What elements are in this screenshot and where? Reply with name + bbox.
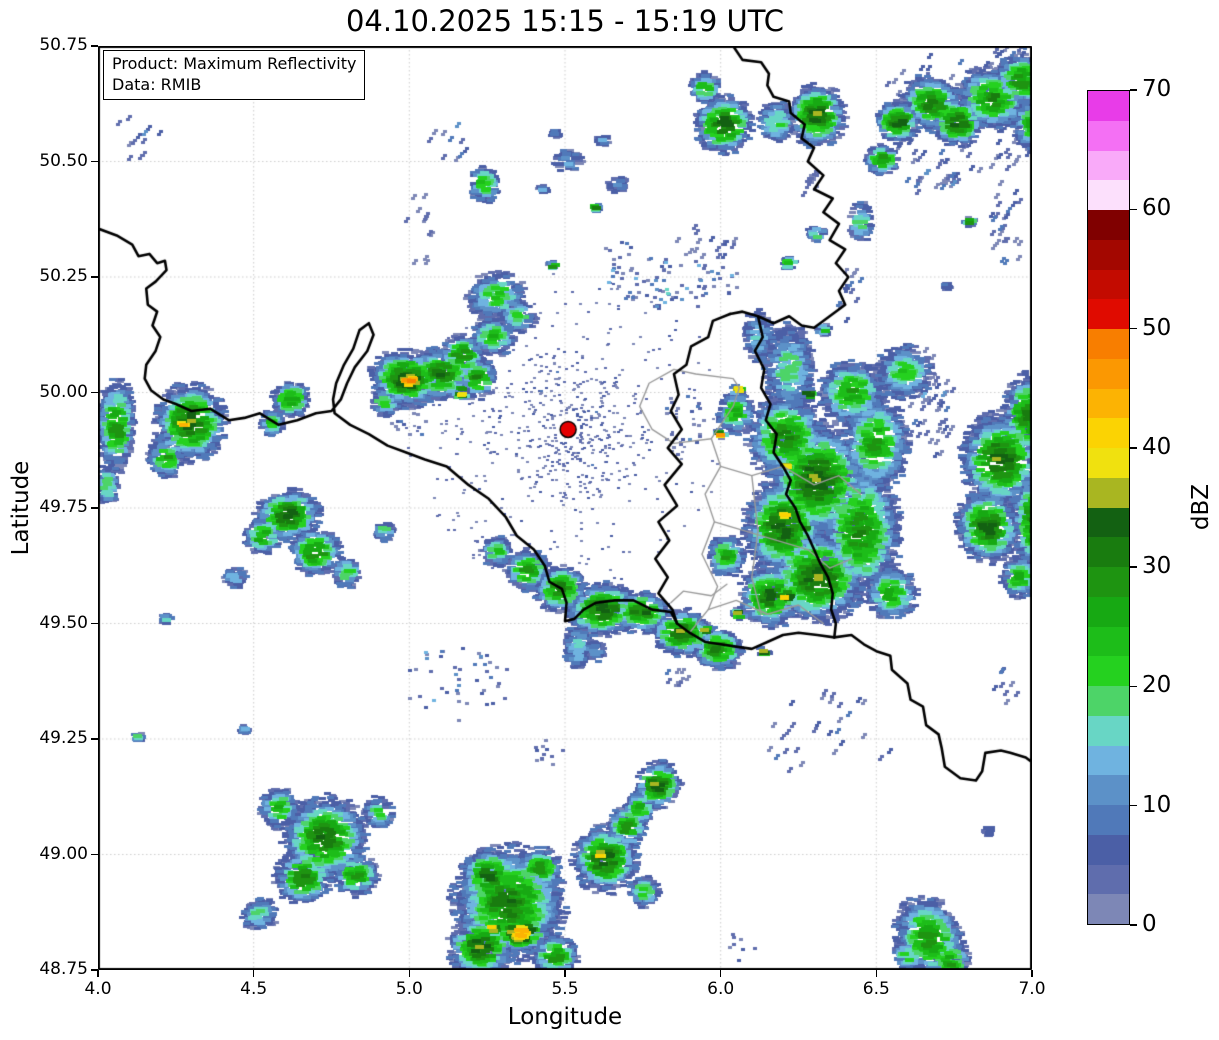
page-title: 04.10.2025 15:15 - 15:19 UTC xyxy=(345,4,785,38)
y-tick-mark xyxy=(91,391,98,394)
x-tick-mark xyxy=(564,970,566,977)
info-box: Product: Maximum Reflectivity Data: RMIB xyxy=(103,50,366,101)
x-tick-label: 5.5 xyxy=(551,979,579,999)
colorbar-tick-mark xyxy=(1130,685,1137,688)
colorbar-step xyxy=(1088,715,1129,746)
colorbar-step xyxy=(1088,239,1129,270)
colorbar-label: dBZ xyxy=(1188,483,1214,531)
colorbar-step xyxy=(1088,91,1129,121)
colorbar-step xyxy=(1088,775,1129,805)
colorbar-tick-label: 40 xyxy=(1142,433,1172,460)
colorbar-step xyxy=(1088,626,1129,657)
info-product-line: Product: Maximum Reflectivity xyxy=(112,54,357,73)
y-tick-mark xyxy=(91,507,98,509)
colorbar-step xyxy=(1088,299,1129,329)
colorbar-tick-label: 60 xyxy=(1142,195,1172,222)
x-tick-mark xyxy=(408,970,411,977)
colorbar-step xyxy=(1088,388,1129,419)
y-tick-label: 49.50 xyxy=(39,612,88,633)
colorbar-step xyxy=(1088,269,1129,300)
y-tick-label: 50.25 xyxy=(39,266,88,286)
y-tick-mark xyxy=(91,738,98,740)
colorbar xyxy=(1087,90,1130,925)
colorbar-tick-mark xyxy=(1130,327,1137,330)
colorbar-step xyxy=(1088,656,1129,686)
colorbar-tick-label: 30 xyxy=(1142,553,1172,580)
y-tick-label: 49.25 xyxy=(39,728,88,748)
map-plot-area: Product: Maximum Reflectivity Data: RMIB xyxy=(98,46,1032,970)
x-tick-mark xyxy=(875,970,878,977)
y-tick-mark xyxy=(91,969,98,971)
colorbar-step xyxy=(1088,834,1129,865)
colorbar-tick-mark xyxy=(1130,208,1137,211)
x-tick-label: 5.0 xyxy=(395,979,423,999)
colorbar-step xyxy=(1088,894,1129,924)
colorbar-step xyxy=(1088,567,1129,597)
colorbar-tick-mark xyxy=(1130,566,1137,568)
x-tick-label: 7.0 xyxy=(1018,979,1046,999)
y-tick-mark xyxy=(91,160,98,163)
colorbar-tick-mark xyxy=(1130,804,1137,807)
x-tick-label: 4.5 xyxy=(240,979,268,999)
y-tick-label: 49.00 xyxy=(39,843,88,864)
colorbar-tick-mark xyxy=(1130,89,1137,91)
y-tick-mark xyxy=(91,853,98,856)
colorbar-step xyxy=(1088,537,1129,567)
colorbar-step xyxy=(1088,448,1129,478)
y-tick-label: 48.75 xyxy=(39,959,88,979)
y-tick-mark xyxy=(91,276,98,278)
colorbar-tick-label: 50 xyxy=(1142,314,1172,341)
colorbar-step xyxy=(1088,418,1129,448)
colorbar-step xyxy=(1088,596,1129,627)
colorbar-step xyxy=(1088,864,1129,895)
colorbar-step xyxy=(1088,210,1129,240)
x-axis-label: Longitude xyxy=(507,1004,623,1030)
y-tick-mark xyxy=(91,45,98,47)
colorbar-tick-label: 10 xyxy=(1142,791,1172,818)
radar-map-canvas xyxy=(98,46,1032,970)
y-tick-label: 50.75 xyxy=(39,35,88,55)
colorbar-step xyxy=(1088,805,1129,835)
x-tick-mark xyxy=(252,970,255,977)
colorbar-step xyxy=(1088,745,1129,776)
colorbar-tick-mark xyxy=(1130,924,1137,926)
colorbar-tick-label: 70 xyxy=(1142,76,1172,102)
colorbar-step xyxy=(1088,180,1129,210)
colorbar-step xyxy=(1088,686,1129,716)
x-tick-mark xyxy=(97,970,99,977)
colorbar-tick-label: 20 xyxy=(1142,672,1172,699)
x-tick-label: 6.0 xyxy=(707,979,735,999)
colorbar-step xyxy=(1088,507,1129,538)
colorbar-step xyxy=(1088,150,1129,181)
colorbar-step xyxy=(1088,477,1129,508)
x-tick-label: 6.5 xyxy=(862,979,890,999)
colorbar-tick-mark xyxy=(1130,447,1137,449)
x-tick-label: 4.0 xyxy=(84,979,112,999)
colorbar-step xyxy=(1088,120,1129,151)
y-tick-mark xyxy=(91,622,98,625)
colorbar-tick-label: 0 xyxy=(1142,911,1157,937)
x-tick-mark xyxy=(719,970,722,977)
y-tick-label: 50.50 xyxy=(39,150,88,171)
info-data-source-line: Data: RMIB xyxy=(112,75,202,95)
y-tick-label: 49.75 xyxy=(39,497,88,517)
colorbar-step xyxy=(1088,358,1129,389)
x-tick-mark xyxy=(1031,970,1033,977)
y-tick-label: 50.00 xyxy=(39,381,88,402)
colorbar-step xyxy=(1088,329,1129,359)
